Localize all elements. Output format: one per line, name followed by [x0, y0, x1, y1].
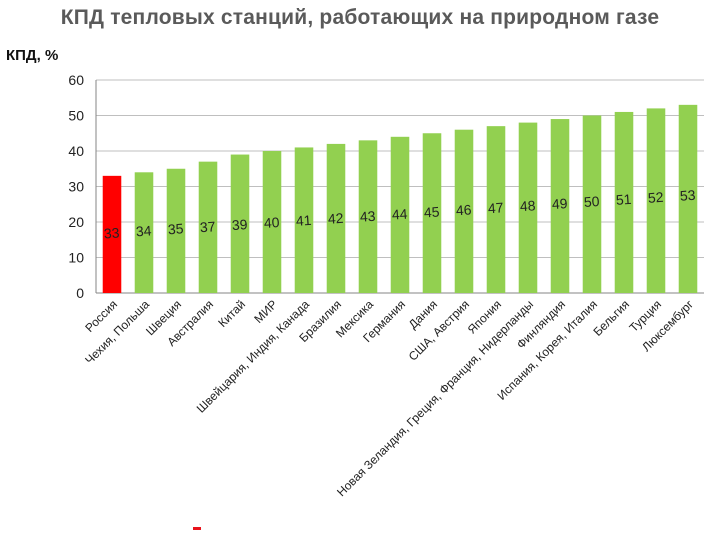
value-label: 52 [647, 189, 664, 206]
value-label: 47 [487, 199, 504, 216]
value-label: 43 [359, 208, 376, 225]
y-tick-label: 30 [68, 179, 84, 195]
value-label: 49 [551, 195, 568, 212]
bar [454, 129, 474, 293]
bar [550, 119, 570, 293]
red-dash-mark [193, 527, 201, 530]
y-tick-label: 20 [68, 214, 84, 230]
value-label: 46 [455, 201, 472, 218]
x-tick-label: МИР [251, 297, 280, 326]
bar [102, 175, 122, 293]
y-tick-label: 10 [68, 250, 84, 266]
y-tick-label: 50 [68, 108, 84, 124]
bar [678, 104, 698, 293]
value-label: 44 [391, 206, 408, 223]
chart-title: КПД тепловых станций, работающих на прир… [60, 6, 660, 29]
value-label: 41 [295, 212, 312, 229]
value-label: 34 [135, 222, 152, 239]
y-tick-label: 0 [76, 285, 84, 301]
bar [358, 140, 378, 293]
y-axis-unit-label: КПД, % [6, 47, 59, 64]
value-label: 53 [679, 187, 696, 204]
value-label: 37 [199, 218, 216, 235]
bar [486, 126, 506, 294]
value-label: 39 [231, 216, 248, 233]
value-label: 42 [327, 210, 344, 227]
value-label: 45 [423, 203, 440, 220]
x-tick-label: Китай [215, 297, 248, 330]
value-label: 48 [519, 197, 536, 214]
bar [262, 151, 282, 293]
bar [198, 161, 218, 293]
y-tick-label: 60 [68, 72, 84, 88]
bar [294, 147, 314, 293]
bar [582, 115, 602, 293]
bar [134, 172, 154, 293]
x-tick-label: Бельгия [590, 297, 632, 339]
value-label: 50 [583, 193, 600, 210]
value-label: 51 [615, 191, 632, 208]
bar [614, 111, 634, 293]
value-label: 33 [103, 224, 120, 241]
value-label: 40 [263, 214, 280, 231]
y-tick-label: 40 [68, 143, 84, 159]
bar [230, 154, 250, 293]
bar [390, 136, 410, 293]
bar [518, 122, 538, 293]
bar [166, 168, 186, 293]
bar [326, 143, 346, 293]
bar [422, 133, 442, 293]
value-label: 35 [167, 220, 184, 237]
bar [646, 108, 666, 294]
